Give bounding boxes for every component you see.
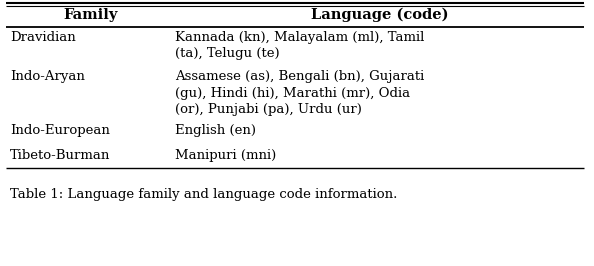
Text: Table 1: Language family and language code information.: Table 1: Language family and language co… [10, 188, 397, 201]
Text: Dravidian: Dravidian [10, 31, 76, 44]
Text: Language (code): Language (code) [311, 8, 448, 22]
Text: Assamese (as), Bengali (bn), Gujarati
(gu), Hindi (hi), Marathi (mr), Odia
(or),: Assamese (as), Bengali (bn), Gujarati (g… [175, 70, 424, 116]
Text: Manipuri (mni): Manipuri (mni) [175, 149, 276, 162]
Text: Tibeto-Burman: Tibeto-Burman [10, 149, 110, 162]
Text: Family: Family [64, 8, 118, 22]
Text: English (en): English (en) [175, 124, 256, 137]
Text: Kannada (kn), Malayalam (ml), Tamil
(ta), Telugu (te): Kannada (kn), Malayalam (ml), Tamil (ta)… [175, 31, 424, 60]
Text: Indo-Aryan: Indo-Aryan [10, 70, 85, 83]
Text: Indo-European: Indo-European [10, 124, 110, 137]
